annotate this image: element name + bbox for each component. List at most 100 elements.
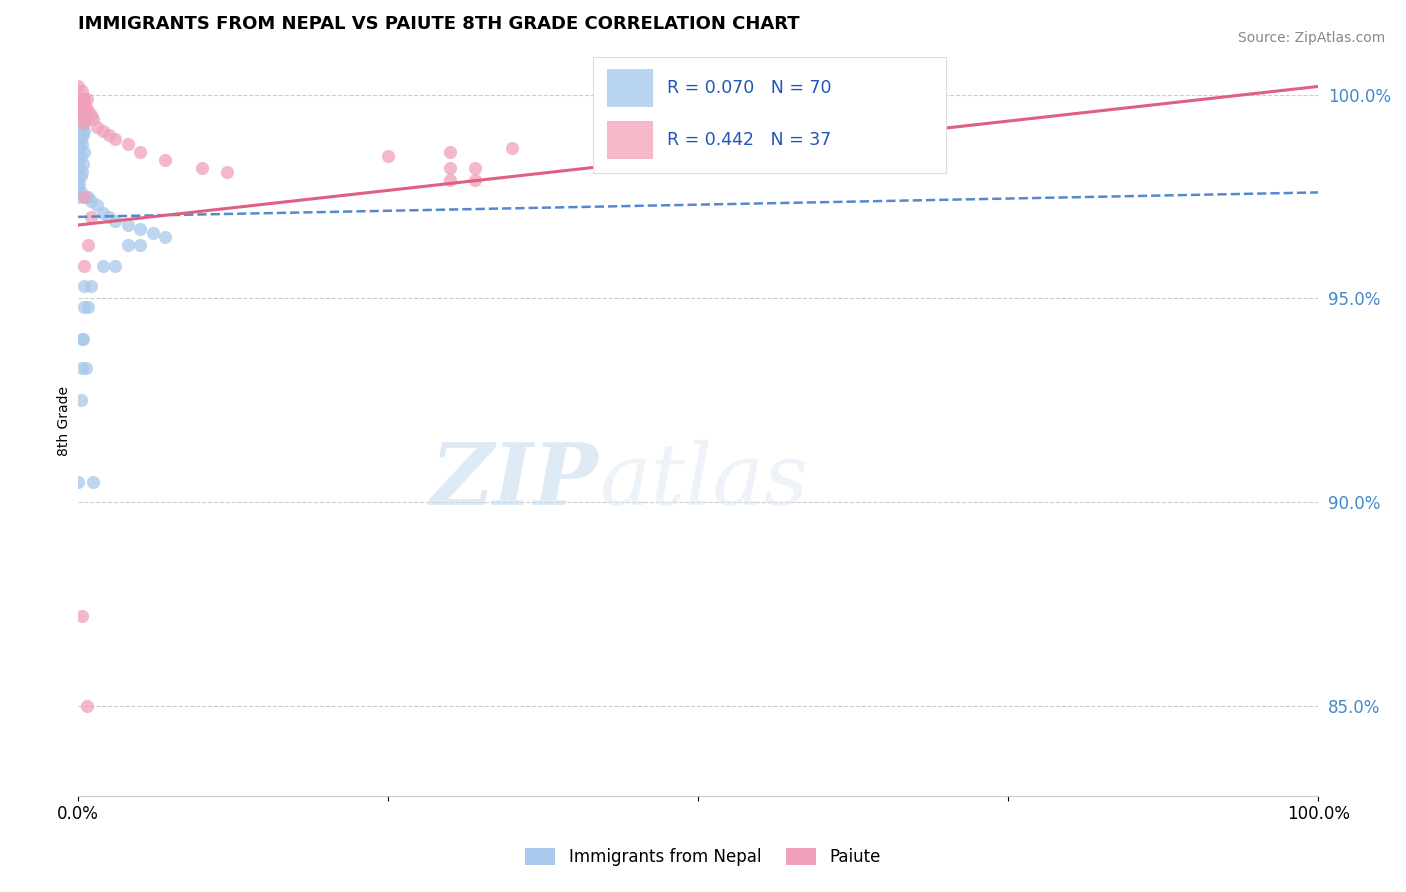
Point bbox=[67, 128, 90, 143]
Point bbox=[377, 149, 399, 163]
Point bbox=[67, 92, 90, 106]
Text: atlas: atlas bbox=[599, 440, 808, 522]
Point bbox=[67, 100, 90, 114]
Point bbox=[67, 108, 90, 122]
Point bbox=[153, 230, 176, 244]
Point bbox=[98, 210, 121, 224]
Point bbox=[464, 161, 486, 175]
Point bbox=[73, 279, 96, 293]
Point bbox=[67, 100, 90, 114]
Point bbox=[73, 116, 96, 130]
Point bbox=[91, 206, 114, 220]
Point bbox=[73, 259, 96, 273]
Point bbox=[91, 124, 114, 138]
Point bbox=[86, 197, 108, 211]
Point bbox=[70, 165, 93, 179]
Point bbox=[67, 79, 90, 94]
Point bbox=[79, 108, 101, 122]
Point bbox=[215, 165, 238, 179]
Point bbox=[67, 116, 90, 130]
Point bbox=[70, 120, 93, 135]
Point bbox=[69, 393, 91, 408]
Point bbox=[117, 218, 139, 232]
Point bbox=[70, 360, 93, 375]
Point bbox=[67, 475, 90, 489]
Point bbox=[75, 189, 97, 203]
Point bbox=[75, 360, 97, 375]
Point bbox=[69, 95, 91, 110]
Point bbox=[79, 279, 101, 293]
Point bbox=[67, 173, 90, 187]
Point bbox=[69, 120, 91, 135]
Point bbox=[69, 149, 91, 163]
Point bbox=[67, 161, 90, 175]
Point bbox=[70, 136, 93, 151]
Point bbox=[70, 83, 93, 97]
Point bbox=[141, 226, 163, 240]
Point bbox=[70, 95, 93, 110]
Point bbox=[86, 120, 108, 135]
Point bbox=[104, 214, 127, 228]
Point bbox=[129, 145, 152, 159]
Point bbox=[439, 145, 461, 159]
Point bbox=[439, 161, 461, 175]
Point bbox=[69, 103, 91, 118]
Point bbox=[191, 161, 214, 175]
Point bbox=[73, 124, 96, 138]
Point bbox=[464, 173, 486, 187]
Point bbox=[82, 112, 104, 126]
Point bbox=[117, 238, 139, 252]
Point bbox=[104, 259, 127, 273]
Point bbox=[70, 108, 93, 122]
Point bbox=[73, 300, 96, 314]
Point bbox=[82, 475, 104, 489]
Point bbox=[72, 157, 94, 171]
Point bbox=[153, 153, 176, 167]
Point bbox=[76, 92, 98, 106]
Point bbox=[117, 136, 139, 151]
Text: IMMIGRANTS FROM NEPAL VS PAIUTE 8TH GRADE CORRELATION CHART: IMMIGRANTS FROM NEPAL VS PAIUTE 8TH GRAD… bbox=[79, 15, 800, 33]
Point bbox=[91, 259, 114, 273]
Point bbox=[69, 132, 91, 146]
Point bbox=[77, 103, 100, 118]
Point bbox=[439, 173, 461, 187]
Point bbox=[77, 238, 100, 252]
Point bbox=[75, 100, 97, 114]
Point bbox=[67, 116, 90, 130]
Point bbox=[77, 189, 100, 203]
Point bbox=[67, 103, 90, 118]
Point bbox=[67, 140, 90, 154]
Legend: Immigrants from Nepal, Paiute: Immigrants from Nepal, Paiute bbox=[519, 841, 887, 873]
Point bbox=[67, 108, 90, 122]
Point bbox=[72, 95, 94, 110]
Point bbox=[76, 699, 98, 714]
Point bbox=[129, 222, 152, 236]
Point bbox=[75, 112, 97, 126]
Point bbox=[67, 140, 90, 154]
Point bbox=[72, 128, 94, 143]
Point bbox=[72, 332, 94, 346]
Point bbox=[79, 210, 101, 224]
Point bbox=[69, 103, 91, 118]
Point bbox=[70, 332, 93, 346]
Point bbox=[67, 112, 90, 126]
Y-axis label: 8th Grade: 8th Grade bbox=[58, 385, 72, 456]
Point bbox=[67, 92, 90, 106]
Point bbox=[67, 136, 90, 151]
Text: Source: ZipAtlas.com: Source: ZipAtlas.com bbox=[1237, 31, 1385, 45]
Point bbox=[67, 128, 90, 143]
Point bbox=[67, 95, 90, 110]
Point bbox=[73, 92, 96, 106]
Point bbox=[67, 189, 90, 203]
Point bbox=[69, 169, 91, 183]
Point bbox=[67, 124, 90, 138]
Point bbox=[73, 103, 96, 118]
Point bbox=[67, 149, 90, 163]
Point bbox=[69, 186, 91, 200]
Point bbox=[67, 165, 90, 179]
Point bbox=[104, 132, 127, 146]
Point bbox=[72, 100, 94, 114]
Point bbox=[129, 238, 152, 252]
Point bbox=[501, 140, 523, 154]
Point bbox=[77, 300, 100, 314]
